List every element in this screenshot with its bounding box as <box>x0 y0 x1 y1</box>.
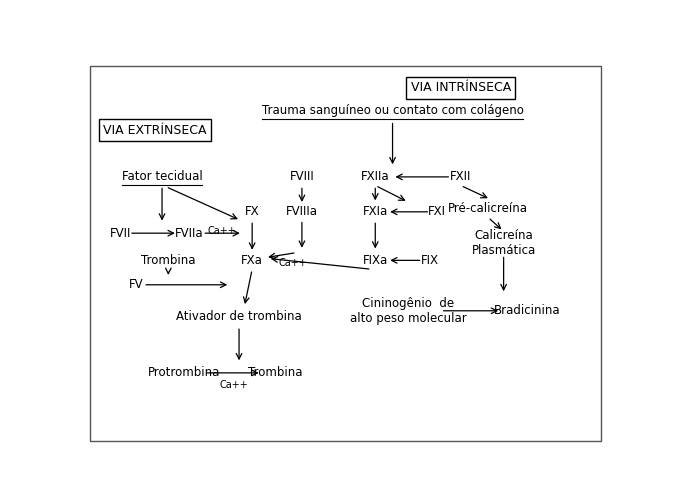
Text: Fator tecidual: Fator tecidual <box>122 170 202 183</box>
Text: FXI: FXI <box>427 205 445 218</box>
Text: FXa: FXa <box>241 254 263 267</box>
Text: Trombina: Trombina <box>141 254 195 267</box>
Text: FVIII: FVIII <box>289 170 314 183</box>
Text: FVIIa: FVIIa <box>175 227 203 240</box>
Text: Ativador de trombina: Ativador de trombina <box>176 310 302 323</box>
Text: VIA EXTRÍNSECA: VIA EXTRÍNSECA <box>103 124 207 137</box>
Text: FVII: FVII <box>110 227 131 240</box>
Text: Trauma sanguíneo ou contato com colágeno: Trauma sanguíneo ou contato com colágeno <box>262 104 523 117</box>
Text: Bradicinina: Bradicinina <box>494 304 560 318</box>
Text: Ca++: Ca++ <box>279 258 308 268</box>
Text: Ca++: Ca++ <box>208 226 236 236</box>
Text: FVIIIa: FVIIIa <box>286 205 318 218</box>
Text: Trombina: Trombina <box>249 366 303 380</box>
FancyBboxPatch shape <box>90 67 600 441</box>
Text: FX: FX <box>245 205 260 218</box>
Text: FXII: FXII <box>450 170 471 183</box>
Text: FV: FV <box>128 278 143 291</box>
Text: FXIIa: FXIIa <box>361 170 389 183</box>
Text: FIXa: FIXa <box>362 254 388 267</box>
Text: Cininogênio  de
alto peso molecular: Cininogênio de alto peso molecular <box>350 297 466 325</box>
Text: Ca++: Ca++ <box>220 381 248 390</box>
Text: FIX: FIX <box>421 254 439 267</box>
Text: Protrombina: Protrombina <box>148 366 220 380</box>
Text: FXIa: FXIa <box>362 205 388 218</box>
Text: VIA INTRÍNSECA: VIA INTRÍNSECA <box>410 81 511 94</box>
Text: Calicreína
Plasmática: Calicreína Plasmática <box>471 229 536 257</box>
Text: Pré-calicreína: Pré-calicreína <box>448 202 528 215</box>
